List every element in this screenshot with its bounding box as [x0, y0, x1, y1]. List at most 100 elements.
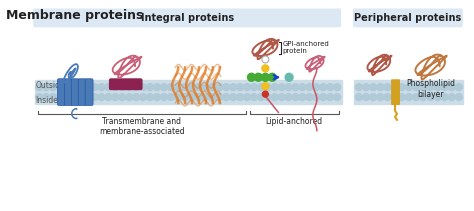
Circle shape	[146, 94, 154, 101]
Bar	[35, 80, 342, 104]
Circle shape	[84, 84, 91, 91]
Circle shape	[448, 84, 455, 91]
Circle shape	[49, 94, 56, 101]
FancyBboxPatch shape	[78, 79, 86, 106]
Circle shape	[313, 84, 320, 91]
Circle shape	[257, 84, 264, 91]
Circle shape	[167, 84, 174, 91]
Circle shape	[250, 94, 257, 101]
Circle shape	[299, 94, 306, 101]
Circle shape	[230, 84, 237, 91]
FancyBboxPatch shape	[71, 79, 79, 106]
Circle shape	[202, 94, 209, 101]
Circle shape	[263, 91, 268, 97]
Circle shape	[119, 94, 126, 101]
Text: Lipid-anchored: Lipid-anchored	[265, 117, 323, 126]
Circle shape	[188, 84, 195, 91]
Circle shape	[195, 84, 202, 91]
Circle shape	[64, 84, 70, 91]
Bar	[355, 80, 464, 104]
Circle shape	[181, 84, 188, 91]
Circle shape	[84, 94, 91, 101]
Circle shape	[278, 84, 285, 91]
Circle shape	[268, 73, 276, 81]
Text: Peripheral proteins: Peripheral proteins	[354, 13, 462, 23]
Circle shape	[285, 84, 292, 91]
Circle shape	[278, 94, 285, 101]
Circle shape	[216, 84, 223, 91]
Circle shape	[133, 94, 140, 101]
FancyBboxPatch shape	[391, 79, 400, 105]
Circle shape	[427, 94, 434, 101]
Text: Phospholipid
bilayer: Phospholipid bilayer	[406, 80, 455, 99]
Circle shape	[320, 94, 327, 101]
Circle shape	[285, 73, 293, 81]
Circle shape	[126, 94, 133, 101]
Circle shape	[434, 84, 441, 91]
Circle shape	[271, 94, 278, 101]
FancyBboxPatch shape	[353, 8, 463, 27]
Circle shape	[262, 83, 269, 90]
Circle shape	[216, 94, 223, 101]
Circle shape	[264, 94, 271, 101]
Circle shape	[292, 94, 299, 101]
Circle shape	[405, 94, 412, 101]
Circle shape	[36, 84, 43, 91]
Circle shape	[334, 84, 341, 91]
Circle shape	[105, 94, 112, 101]
Circle shape	[56, 84, 64, 91]
Circle shape	[434, 94, 441, 101]
Circle shape	[154, 84, 160, 91]
Circle shape	[91, 84, 98, 91]
Circle shape	[49, 84, 56, 91]
Circle shape	[237, 84, 244, 91]
Circle shape	[209, 94, 216, 101]
Circle shape	[306, 94, 313, 101]
Circle shape	[230, 94, 237, 101]
Circle shape	[356, 94, 362, 101]
Circle shape	[255, 73, 263, 81]
FancyBboxPatch shape	[64, 79, 72, 106]
Circle shape	[334, 94, 341, 101]
Circle shape	[412, 94, 419, 101]
Circle shape	[327, 84, 334, 91]
Circle shape	[419, 84, 427, 91]
Circle shape	[441, 84, 448, 91]
Circle shape	[377, 84, 384, 91]
Circle shape	[412, 84, 419, 91]
Circle shape	[313, 94, 320, 101]
Circle shape	[160, 84, 167, 91]
Circle shape	[77, 94, 84, 101]
Circle shape	[441, 94, 448, 101]
Circle shape	[292, 84, 299, 91]
Circle shape	[377, 94, 384, 101]
Circle shape	[64, 94, 70, 101]
Text: Inside: Inside	[36, 96, 58, 105]
Circle shape	[43, 94, 49, 101]
Circle shape	[262, 65, 269, 72]
Circle shape	[405, 84, 412, 91]
Circle shape	[419, 94, 427, 101]
Circle shape	[133, 84, 140, 91]
Circle shape	[261, 73, 269, 81]
Circle shape	[306, 84, 313, 91]
Circle shape	[427, 84, 434, 91]
Circle shape	[209, 84, 216, 91]
FancyBboxPatch shape	[57, 79, 65, 106]
Circle shape	[456, 84, 462, 91]
Text: Transmembrane and
membrane-associated: Transmembrane and membrane-associated	[99, 117, 184, 136]
Circle shape	[299, 84, 306, 91]
Circle shape	[188, 94, 195, 101]
Circle shape	[174, 94, 181, 101]
Circle shape	[126, 84, 133, 91]
Circle shape	[181, 94, 188, 101]
Circle shape	[448, 94, 455, 101]
Circle shape	[70, 94, 77, 101]
Circle shape	[384, 94, 391, 101]
FancyBboxPatch shape	[109, 78, 143, 90]
Circle shape	[140, 94, 146, 101]
Circle shape	[195, 94, 202, 101]
Circle shape	[237, 94, 244, 101]
Text: GPI-anchored
protein: GPI-anchored protein	[282, 41, 329, 54]
Circle shape	[257, 94, 264, 101]
